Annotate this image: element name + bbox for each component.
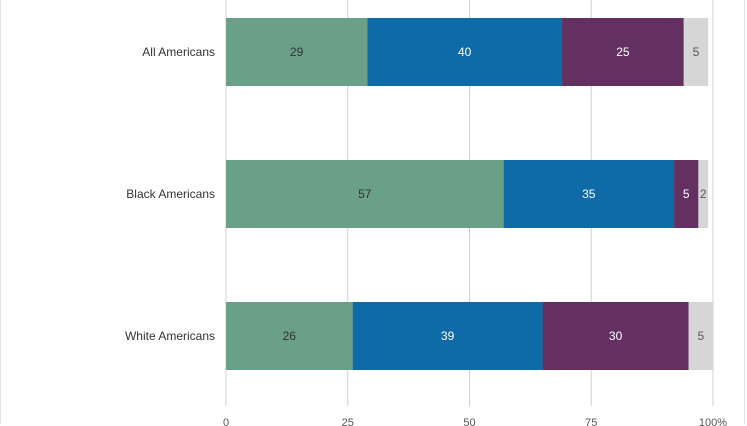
bar-segment <box>698 160 709 228</box>
category-label: All Americans <box>142 45 215 59</box>
data-label: 39 <box>441 329 455 343</box>
data-label: 25 <box>616 45 630 59</box>
bar-segment <box>688 302 713 370</box>
data-label: 29 <box>290 45 304 59</box>
bar-segment <box>367 18 563 86</box>
x-tick-label: 0 <box>223 417 229 426</box>
bar-segment <box>683 18 709 86</box>
x-axis-tick-labels: 0 25 50 75 100% <box>223 417 727 426</box>
data-label: 2 <box>700 187 707 201</box>
x-tick-label: 75 <box>585 417 597 426</box>
bars: 29 40 25 557 35 5 226 39 30 5 <box>226 18 713 370</box>
x-tick-label: 100% <box>699 417 727 426</box>
data-label: 40 <box>458 45 472 59</box>
category-label: Black Americans <box>126 187 215 201</box>
category-labels: All Americans Black Americans White Americ… <box>125 45 215 343</box>
data-label: 30 <box>609 329 623 343</box>
x-tick-label: 25 <box>342 417 354 426</box>
data-label: 26 <box>283 329 297 343</box>
bar-segment <box>503 160 675 228</box>
bar-segment <box>562 18 684 86</box>
bar-segment <box>226 160 504 228</box>
data-label: 5 <box>683 187 690 201</box>
bar-segment <box>352 302 543 370</box>
bar-segment <box>226 302 353 370</box>
category-label: White Americans <box>125 329 215 343</box>
bar-segment <box>674 160 699 228</box>
bar-segment <box>542 302 689 370</box>
bar-segment <box>226 18 368 86</box>
data-label: 35 <box>582 187 596 201</box>
data-label: 5 <box>697 329 704 343</box>
data-label: 57 <box>358 187 372 201</box>
x-tick-label: 50 <box>463 417 475 426</box>
data-label: 5 <box>693 45 700 59</box>
